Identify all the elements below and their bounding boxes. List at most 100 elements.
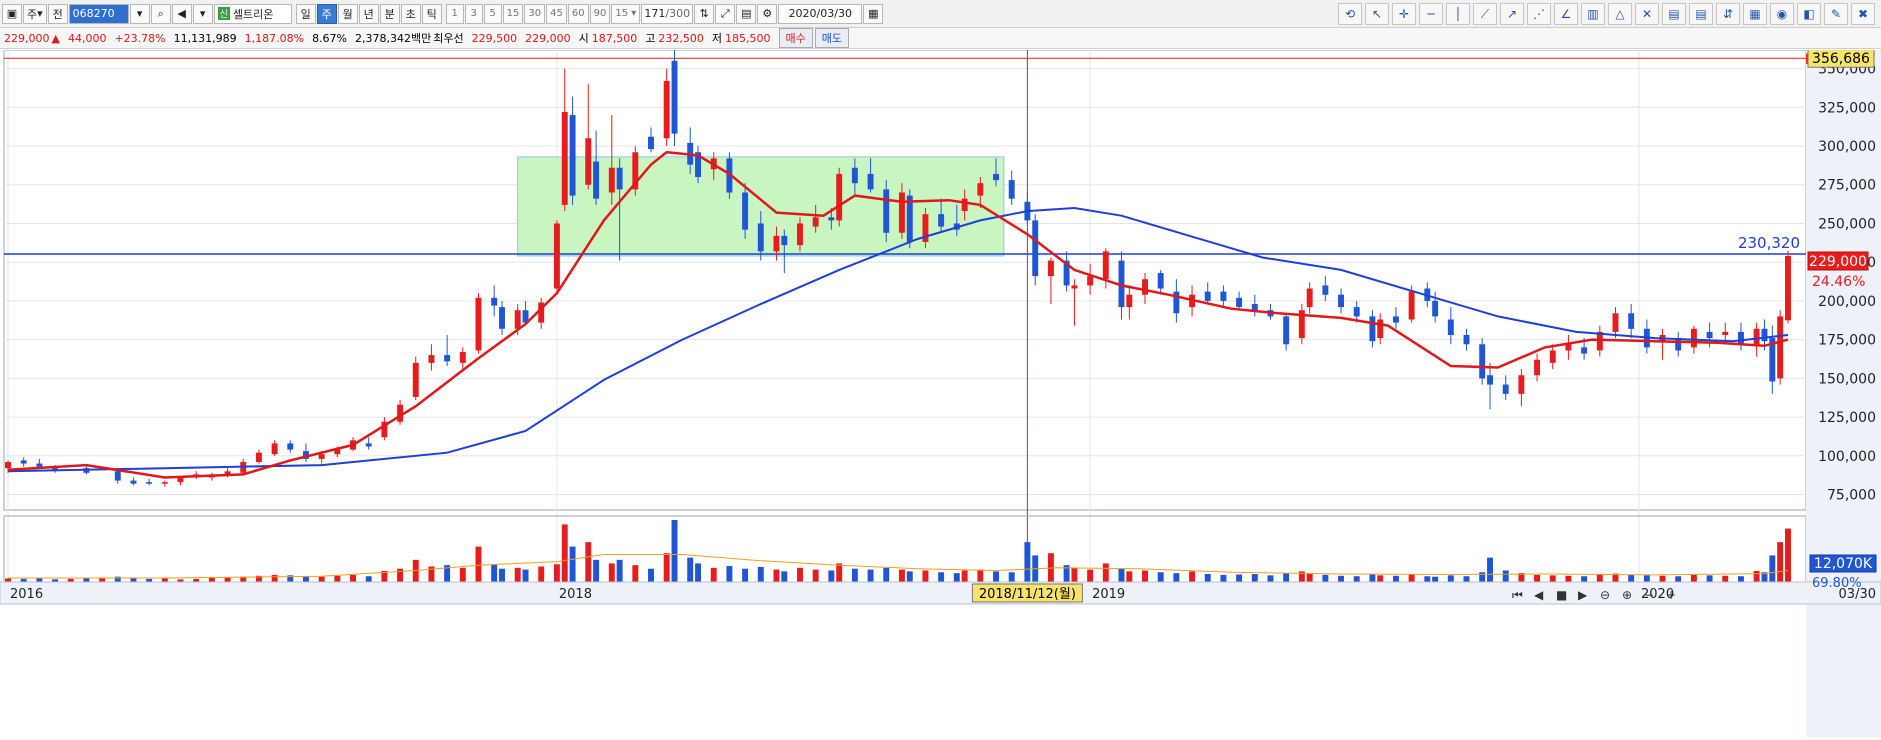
reload-icon[interactable]: ⟲ [1338, 3, 1362, 25]
gridlines-icon[interactable]: ▥ [1581, 3, 1605, 25]
market-select[interactable]: 주 ▾ [23, 3, 47, 24]
chart-settings-icon[interactable]: ⇅ [694, 3, 715, 24]
trendline-icon[interactable]: ⟋ [1473, 3, 1497, 25]
layout-icon[interactable]: ▣ [2, 3, 22, 24]
volume-bar [146, 578, 153, 582]
ray-icon[interactable]: ↗ [1500, 3, 1524, 25]
angle-icon[interactable]: ∠ [1554, 3, 1578, 25]
calendar-icon[interactable]: ▦ [863, 3, 884, 24]
volume-bar [444, 565, 451, 582]
save-icon[interactable]: ▤ [736, 3, 757, 24]
stop-icon[interactable]: ■ [1556, 588, 1567, 602]
next-icon[interactable]: ▶ [1578, 588, 1588, 602]
speaker-icon[interactable]: ◀ [171, 3, 192, 24]
candle-body [1777, 316, 1784, 379]
candle-body [1118, 260, 1125, 308]
crosshair-icon[interactable]: ✛ [1392, 3, 1416, 25]
volume-bar [1690, 574, 1697, 582]
buy-button[interactable]: 매수 [778, 28, 813, 48]
period-tab-4[interactable]: 분 [379, 3, 400, 24]
candle-body [1549, 350, 1556, 363]
volume-bar [240, 576, 247, 582]
zoom-out-icon[interactable]: ⊖ [1600, 588, 1610, 602]
price-chart[interactable]: 75,000 100,000 125,000 150,000 175,000 200,00… [0, 47, 1881, 737]
volume-bar [1777, 542, 1784, 582]
volume-bar [1502, 570, 1509, 582]
candle-body [781, 235, 788, 246]
vline-icon[interactable]: │ [1446, 3, 1470, 25]
date-input[interactable]: 2020/03/30 [778, 3, 863, 24]
open-value: 187,500 [591, 31, 638, 45]
erase-icon[interactable]: ✎ [1824, 3, 1848, 25]
candle-body [742, 192, 749, 230]
search-icon[interactable]: ⌕ [150, 3, 171, 24]
price-value: 229,000 [4, 31, 50, 45]
volume-bar [953, 573, 960, 582]
candle-body [224, 471, 231, 475]
candle-body [1142, 279, 1148, 295]
candle-body [1487, 375, 1493, 385]
top-value-label: 356,686 [1812, 51, 1870, 67]
plus-icon[interactable]: + [1666, 588, 1676, 602]
interval-button-30[interactable]: 30 [524, 3, 546, 24]
candle-body [177, 477, 184, 483]
y-tick-label: 325,000 [1818, 100, 1876, 116]
triangle-icon[interactable]: △ [1608, 3, 1632, 25]
fan-icon[interactable]: ⋰ [1527, 3, 1551, 25]
candle-body [1675, 338, 1682, 351]
y-axis-band [1806, 50, 1881, 737]
volume-bar [898, 569, 905, 582]
period-tab-5[interactable]: 초 [400, 3, 421, 24]
sell-button[interactable]: 매도 [814, 28, 849, 48]
interval-button-45[interactable]: 45 [546, 3, 567, 24]
table-icon[interactable]: ▤ [1689, 3, 1713, 25]
volume-value: 11,131,989 [173, 31, 237, 45]
table-icon[interactable]: ▤ [1662, 3, 1686, 25]
interval-button-3[interactable]: 3 [464, 3, 483, 24]
volume-bar [1283, 573, 1290, 582]
cross-pattern-icon[interactable]: ✕ [1635, 3, 1659, 25]
volume-bar [1643, 575, 1650, 582]
interval-button-1[interactable]: 1 [445, 3, 464, 24]
interval-button-15[interactable]: 15 [502, 3, 524, 24]
first-icon[interactable]: ⏮ [1512, 588, 1523, 602]
flip-icon[interactable]: ⇵ [1716, 3, 1740, 25]
gear-icon[interactable]: ⚙ [757, 3, 778, 24]
candle-body [1032, 220, 1039, 277]
interval-button-90[interactable]: 90 [589, 3, 611, 24]
period-tab-2[interactable]: 월 [337, 3, 358, 24]
cursor-icon[interactable]: ↖ [1365, 3, 1389, 25]
color-icon[interactable]: ◧ [1797, 3, 1821, 25]
candle-body [671, 60, 678, 134]
candle-body [1071, 285, 1078, 289]
volume-pct-label: 69.80% [1812, 576, 1862, 591]
hline-icon[interactable]: ─ [1419, 3, 1443, 25]
code-dropdown-icon[interactable]: ▾ [129, 3, 150, 24]
stock-code-input[interactable]: 068270 [68, 3, 129, 24]
interval-select[interactable]: 15 ▾ [611, 3, 641, 24]
volume-bar [1369, 574, 1376, 582]
zoom-icon[interactable]: ◉ [1770, 3, 1794, 25]
period-tab-0[interactable]: 일 [295, 3, 316, 24]
minus-icon[interactable]: − [1644, 588, 1654, 602]
high-label: 고 [645, 32, 656, 45]
low-value: 185,500 [725, 31, 771, 45]
chart-area[interactable]: 75,000 100,000 125,000 150,000 175,000 200,00… [0, 47, 1881, 737]
prev-icon[interactable]: ◀ [1534, 588, 1544, 602]
count-input[interactable]: 171/300 [641, 3, 694, 24]
image-icon[interactable]: ▦ [1743, 3, 1767, 25]
volume-bar [1008, 572, 1015, 582]
x-tick-label: 2020 [1641, 587, 1674, 602]
interval-button-60[interactable]: 60 [567, 3, 589, 24]
delete-icon[interactable]: ✖ [1851, 3, 1875, 25]
zoom-in-icon[interactable]: ⊕ [1622, 588, 1632, 602]
period-tab-3[interactable]: 년 [358, 3, 379, 24]
volume-bar [499, 568, 505, 582]
volume-bar [851, 568, 858, 582]
volume-bar [83, 578, 90, 582]
more-dropdown-icon[interactable]: ▾ [192, 3, 213, 24]
interval-button-5[interactable]: 5 [483, 3, 502, 24]
fit-icon[interactable]: ⤢ [715, 3, 736, 24]
period-tab-1[interactable]: 주 [316, 3, 337, 24]
period-tab-6[interactable]: 틱 [421, 3, 442, 24]
